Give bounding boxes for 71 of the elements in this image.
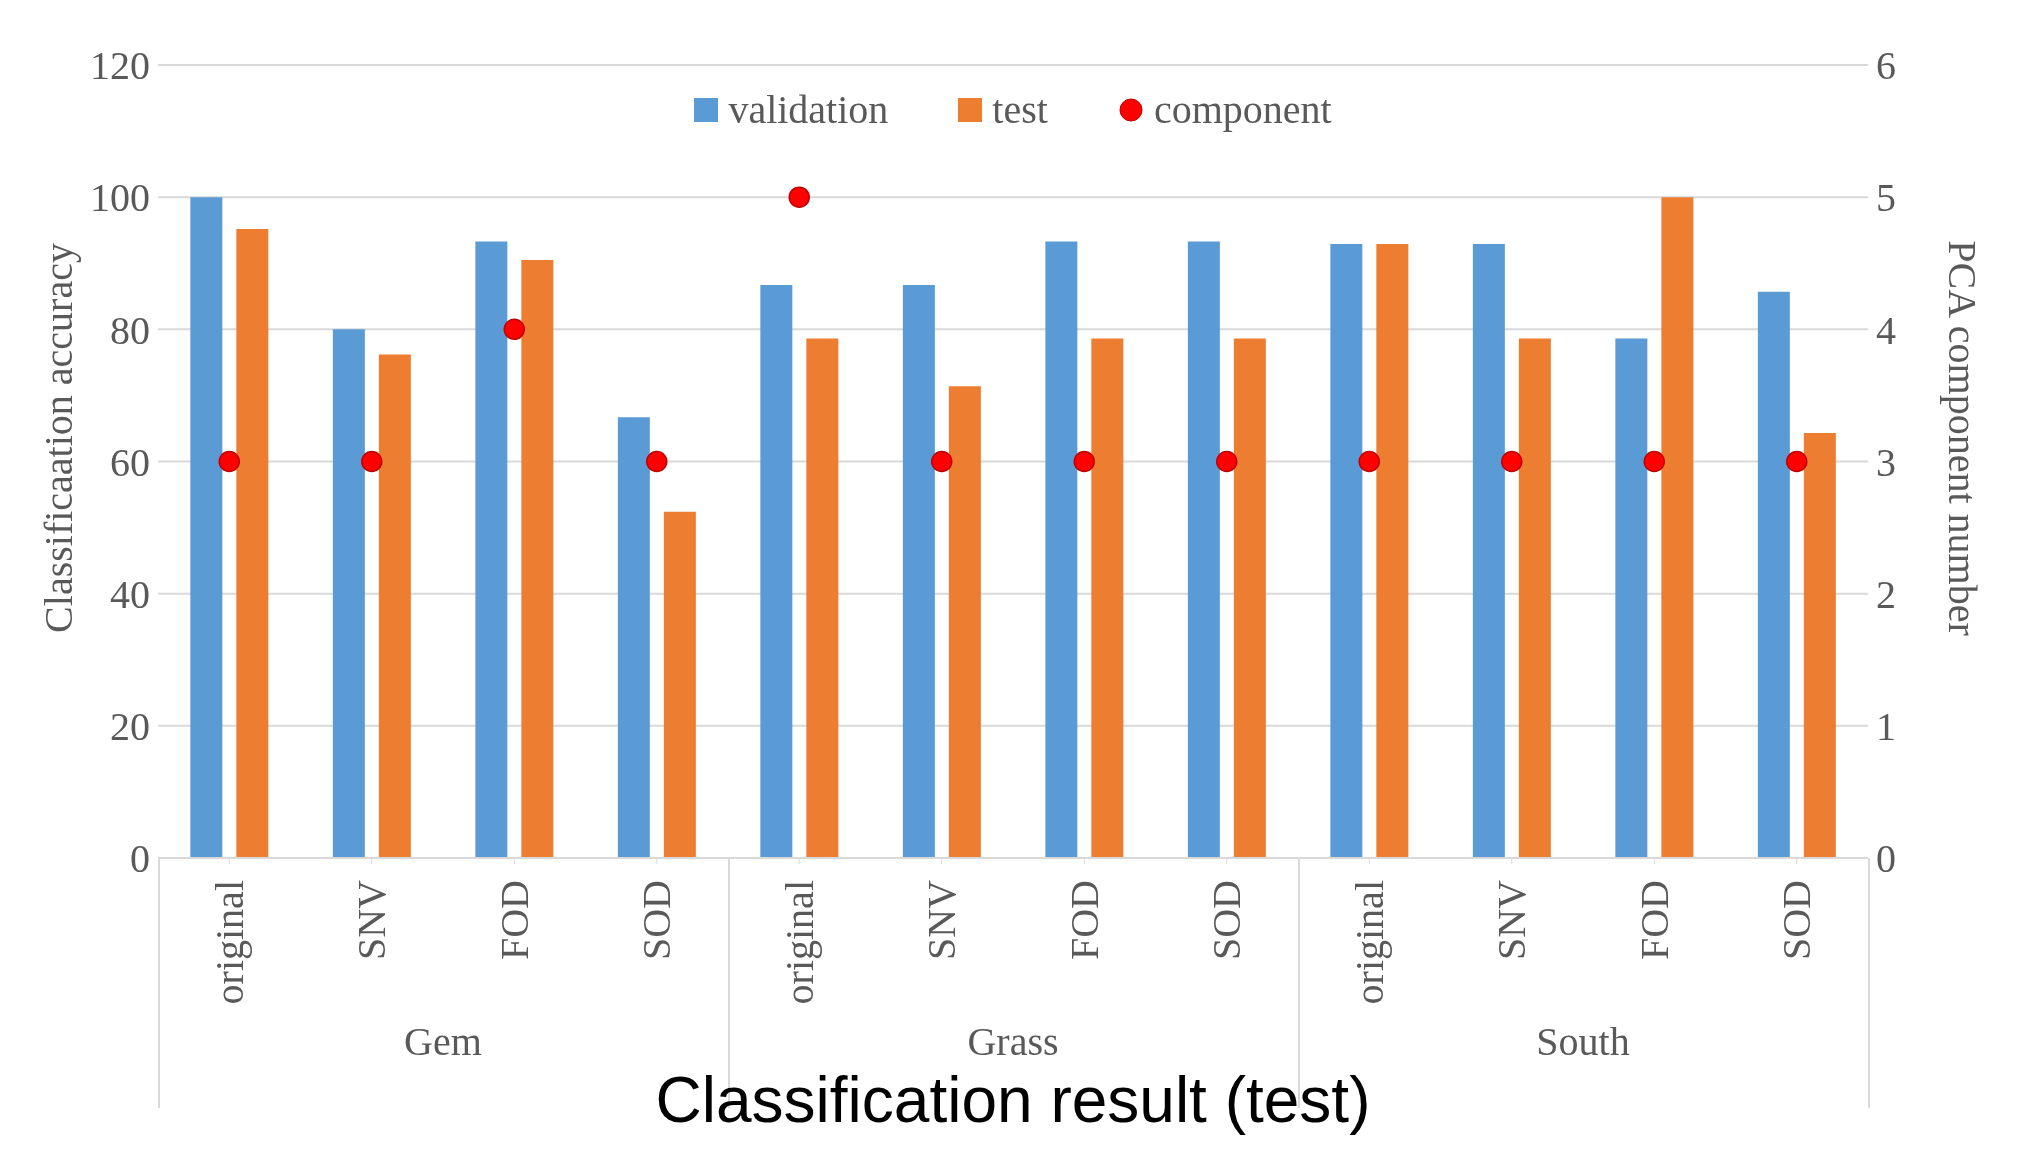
point (1501, 450, 1523, 473)
bar (1661, 197, 1694, 858)
bar (332, 329, 365, 858)
point (646, 450, 668, 473)
bar (1045, 241, 1078, 858)
point (1358, 450, 1380, 473)
y-tick-label: 20 (110, 704, 150, 750)
point (1073, 450, 1095, 473)
y2-tick-label: 2 (1876, 571, 1896, 617)
x-tick-label: FOD (491, 880, 537, 961)
bar (1757, 291, 1790, 858)
bar (236, 228, 269, 858)
bar (1330, 244, 1363, 858)
bar (475, 241, 508, 858)
x-tick-label: original (776, 880, 822, 1005)
y-tick-label: 80 (110, 307, 150, 353)
y2-tick-label: 3 (1876, 439, 1896, 485)
point (931, 450, 953, 473)
bar (378, 354, 411, 858)
y2-tick-label: 1 (1876, 704, 1896, 750)
text: Grass (966, 1018, 1060, 1065)
x-tick-label: SOD (1774, 880, 1820, 961)
y-tick-label: 40 (110, 571, 150, 617)
y2-tick-label: 0 (1876, 836, 1896, 882)
y-tick-label: 60 (110, 439, 150, 485)
bar (1472, 244, 1505, 858)
x-tick-label: original (1346, 880, 1392, 1005)
point (788, 186, 810, 208)
x-tick-label: FOD (1631, 880, 1677, 961)
bar (190, 197, 223, 858)
text: South (1535, 1018, 1631, 1065)
x-tick-label: SNV (349, 879, 395, 961)
text: Gem (403, 1018, 483, 1065)
y-tick-label: 120 (90, 43, 150, 89)
point (361, 450, 383, 473)
y-axis-title: Classificaation accuracy (34, 243, 82, 633)
bar (1518, 338, 1551, 858)
x-tick-label: SNV (919, 879, 965, 961)
y-tick-label: 0 (130, 836, 150, 882)
bar (521, 259, 554, 858)
point (1786, 450, 1808, 473)
legend-label: test (992, 86, 1048, 133)
point (1643, 450, 1665, 473)
bar (1091, 338, 1124, 858)
bar (760, 285, 793, 858)
point (503, 318, 525, 341)
bar (902, 285, 935, 858)
bar (806, 338, 839, 858)
point (218, 450, 240, 473)
y2-tick-label: 4 (1876, 307, 1896, 353)
x-tick-label: original (206, 880, 252, 1005)
y-tick-label: 100 (90, 175, 150, 221)
x-tick-label: FOD (1061, 880, 1107, 961)
x-tick-label: SNV (1489, 879, 1535, 961)
y2-axis-title: PCA component number (1938, 240, 1986, 636)
legend-label: validation (728, 86, 889, 133)
bar (1376, 244, 1409, 858)
point (1216, 450, 1238, 473)
bar (1187, 241, 1220, 858)
bar (1803, 433, 1836, 858)
bar (1233, 338, 1266, 858)
legend-label: component (1153, 86, 1332, 133)
x-tick-label: SOD (1204, 880, 1250, 961)
bar (663, 511, 696, 858)
text: Classification result (test) (654, 1063, 1372, 1137)
bar (948, 386, 981, 858)
bar (1615, 338, 1648, 858)
y2-tick-label: 5 (1876, 175, 1896, 221)
y2-tick-label: 6 (1876, 43, 1896, 89)
x-tick-label: SOD (634, 880, 680, 961)
bar (617, 417, 650, 858)
